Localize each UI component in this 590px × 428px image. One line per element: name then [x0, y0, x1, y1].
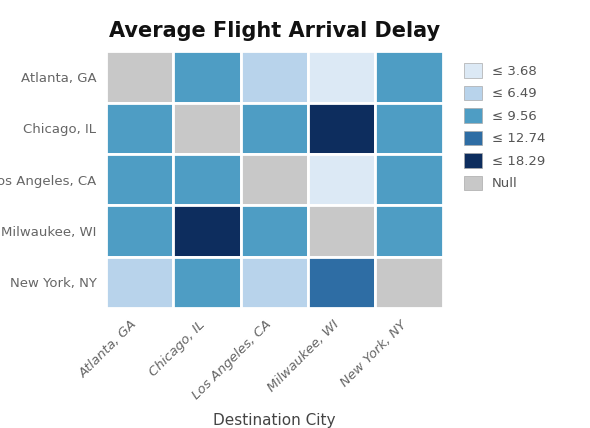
Bar: [106, 51, 173, 103]
Bar: [375, 205, 442, 257]
Bar: [173, 51, 241, 103]
Bar: [173, 154, 241, 205]
Bar: [375, 51, 442, 103]
Bar: [375, 257, 442, 308]
Bar: [308, 154, 375, 205]
Bar: [308, 205, 375, 257]
Bar: [308, 103, 375, 154]
Title: Average Flight Arrival Delay: Average Flight Arrival Delay: [109, 21, 440, 42]
Bar: [173, 205, 241, 257]
X-axis label: Destination City: Destination City: [213, 413, 336, 428]
Bar: [308, 257, 375, 308]
Bar: [173, 257, 241, 308]
Bar: [106, 154, 173, 205]
Bar: [375, 103, 442, 154]
Bar: [241, 154, 308, 205]
Bar: [241, 51, 308, 103]
Bar: [173, 103, 241, 154]
Bar: [241, 205, 308, 257]
Bar: [106, 257, 173, 308]
Bar: [241, 103, 308, 154]
Bar: [375, 154, 442, 205]
Bar: [241, 257, 308, 308]
Legend: ≤ 3.68, ≤ 6.49, ≤ 9.56, ≤ 12.74, ≤ 18.29, Null: ≤ 3.68, ≤ 6.49, ≤ 9.56, ≤ 12.74, ≤ 18.29…: [459, 58, 551, 196]
Bar: [106, 205, 173, 257]
Bar: [106, 103, 173, 154]
Bar: [308, 51, 375, 103]
